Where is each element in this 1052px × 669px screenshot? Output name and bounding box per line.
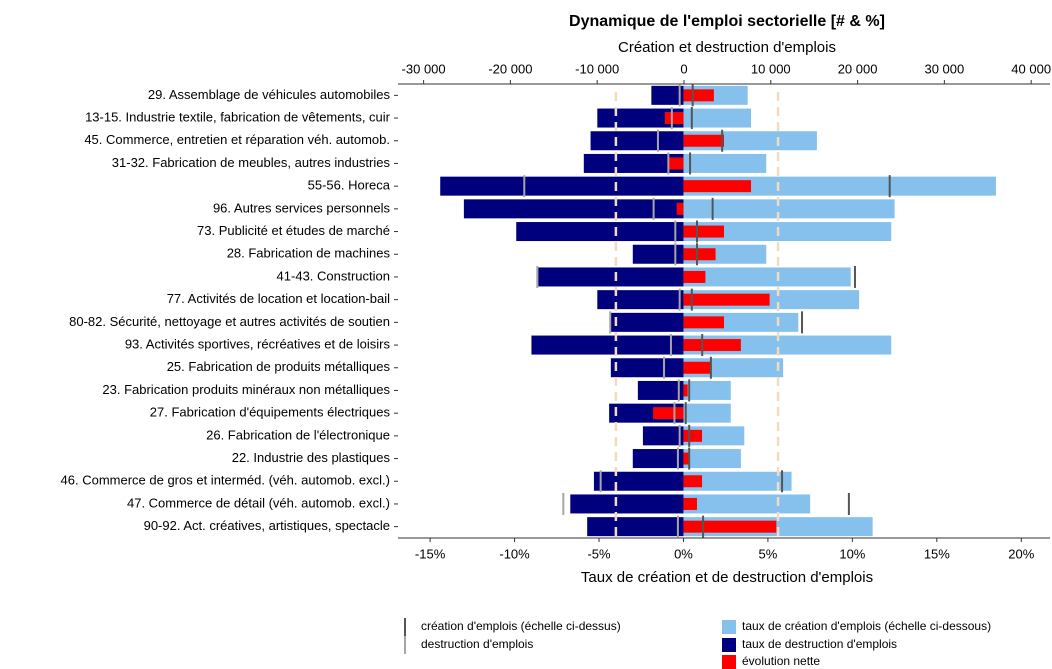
x-tick-label: 5% [759, 546, 778, 561]
bar [664, 112, 684, 125]
x-tick-label: -10% [499, 546, 530, 561]
bar [683, 471, 792, 491]
y-tick-label: 47. Commerce de détail (véh. automob. ex… [127, 495, 390, 510]
y-tick-label: 27. Fabrication d'équipements électrique… [150, 405, 391, 420]
y-tick-label: 45. Commerce, entretien et réparation vé… [84, 132, 390, 147]
bar [683, 380, 731, 400]
bar [683, 520, 777, 533]
x2-tick-label: 0 [680, 61, 687, 76]
y-tick-label: 41-43. Construction [277, 268, 390, 283]
bar [683, 199, 895, 219]
y-tick-label: 73. Publicité et études de marché [197, 223, 390, 238]
bar [593, 471, 684, 491]
bar [651, 85, 684, 105]
y-tick-label: 22. Industrie des plastiques [232, 450, 391, 465]
bar [683, 316, 724, 329]
bar [683, 134, 724, 147]
legend-key [722, 638, 736, 652]
bar [610, 358, 684, 378]
y-tick-label: 80-82. Sécurité, nettoyage et autres act… [69, 314, 390, 329]
legend-label: taux de destruction d'emplois [742, 637, 897, 651]
bar [683, 339, 741, 352]
bar [683, 222, 892, 242]
x-tick-label: 0% [674, 546, 693, 561]
bar [597, 108, 684, 128]
bar [590, 131, 684, 151]
x2-axis-label: Création et destruction d'emplois [618, 39, 836, 56]
x2-tick-label: -20 000 [488, 61, 532, 76]
bar [683, 449, 741, 469]
bar [683, 429, 703, 442]
bar [683, 494, 811, 514]
x-tick-label: 10% [839, 546, 865, 561]
y-tick-label: 23. Fabrication produits minéraux non mé… [102, 382, 390, 397]
y-tick-label: 31-32. Fabrication de meubles, autres in… [112, 155, 391, 170]
y-tick-label: 90-92. Act. créatives, artistiques, spec… [144, 518, 390, 533]
bar [683, 89, 714, 102]
bar [516, 222, 684, 242]
chart-title: Dynamique de l'emploi sectorielle [# & %… [569, 13, 885, 30]
bar [653, 407, 684, 420]
bar [683, 153, 767, 173]
x2-tick-label: 30 000 [924, 61, 964, 76]
legend-label: taux de création d'emplois (échelle ci-d… [742, 619, 991, 633]
y-tick-label: 29. Assemblage de véhicules automobiles [148, 87, 391, 102]
bar [683, 403, 731, 423]
bar [683, 452, 690, 465]
bar [683, 176, 996, 196]
bar [632, 449, 684, 469]
bar [683, 225, 724, 238]
legend-label: évolution nette [742, 654, 820, 668]
x-tick-label: 20% [1008, 546, 1034, 561]
x2-tick-label: -30 000 [402, 61, 446, 76]
x-tick-label: -15% [415, 546, 446, 561]
x-tick-label: 15% [924, 546, 950, 561]
bar [597, 290, 684, 310]
bar [683, 248, 716, 261]
bar [683, 475, 703, 488]
x2-tick-label: 40 000 [1011, 61, 1051, 76]
legend-label: destruction d'emplois [421, 637, 533, 651]
y-tick-label: 25. Fabrication de produits métalliques [167, 359, 391, 374]
legend-label: création d'emplois (échelle ci-dessus) [421, 619, 621, 633]
y-tick-label: 13-15. Industrie textile, fabrication de… [85, 109, 391, 124]
x2-tick-label: 20 000 [838, 61, 878, 76]
bar [683, 384, 688, 397]
bar [570, 494, 684, 514]
bar [683, 361, 711, 374]
y-tick-label: 28. Fabrication de machines [227, 246, 391, 261]
x2-tick-label: -10 000 [575, 61, 619, 76]
x-axis-label: Taux de création et de destruction d'emp… [581, 569, 873, 586]
y-tick-label: 93. Activités sportives, récréatives et … [125, 336, 391, 351]
y-tick-label: 46. Commerce de gros et interméd. (véh. … [61, 473, 390, 488]
bar [683, 267, 851, 287]
bar [587, 517, 684, 537]
y-tick-label: 96. Autres services personnels [213, 200, 391, 215]
bar [642, 426, 684, 446]
bar [683, 293, 770, 306]
bar [440, 176, 684, 196]
x-tick-label: -5% [587, 546, 611, 561]
y-tick-label: 77. Activités de location et location-ba… [167, 291, 390, 306]
bar [667, 157, 684, 170]
x2-tick-label: 10 000 [751, 61, 791, 76]
bar [683, 270, 706, 283]
bar [637, 380, 684, 400]
y-tick-label: 55-56. Horeca [308, 178, 391, 193]
bar [538, 267, 684, 287]
bar [683, 497, 697, 510]
bar [632, 244, 684, 264]
legend-key [722, 620, 736, 634]
legend-key [722, 655, 736, 669]
bar [583, 153, 684, 173]
bar [683, 180, 752, 193]
y-tick-label: 26. Fabrication de l'électronique [206, 427, 390, 442]
bar [531, 335, 684, 355]
bar [683, 108, 752, 128]
bar [676, 202, 684, 215]
bar [463, 199, 684, 219]
bar [610, 312, 684, 332]
